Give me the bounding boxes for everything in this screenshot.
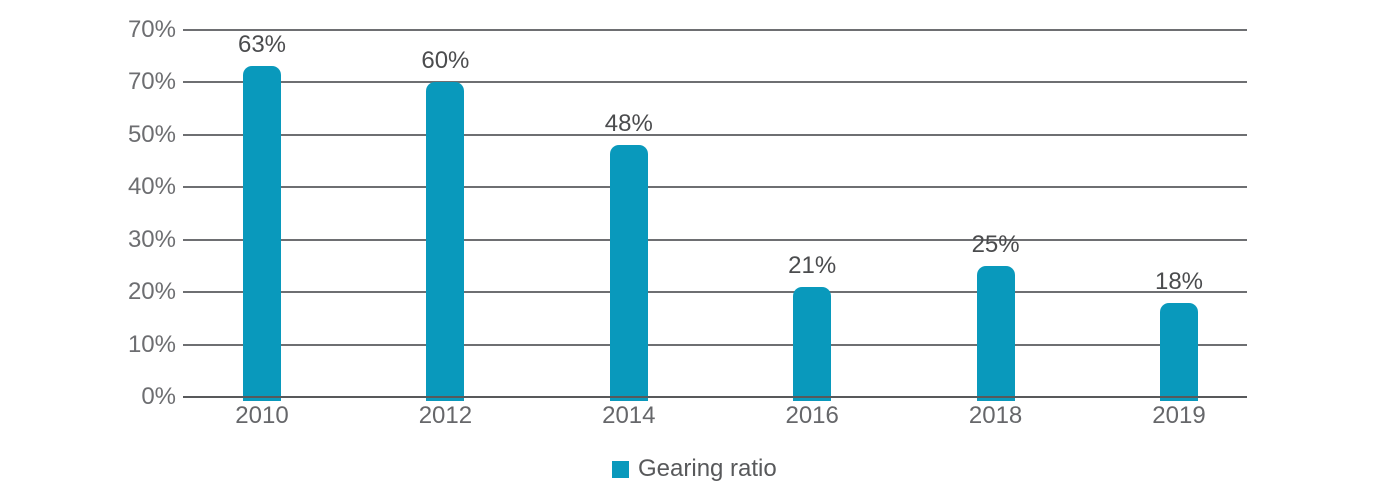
bar-2019 (1160, 302, 1198, 401)
x-axis-label: 2012 (418, 402, 473, 429)
bar-value-label: 48% (604, 110, 653, 137)
bar-2012 (426, 82, 465, 401)
x-axis-label: 2016 (785, 402, 839, 429)
y-gridline (183, 238, 1247, 241)
y-tick-label: 10% (127, 330, 176, 358)
x-axis-label: 2014 (602, 402, 656, 429)
y-gridline (183, 291, 1247, 293)
y-gridline (183, 133, 1247, 136)
y-tick-label: 20% (127, 278, 176, 305)
bar-value-label: 60% (421, 47, 470, 74)
x-axis-line (183, 396, 1247, 398)
y-gridline (183, 186, 1247, 188)
bar-2014 (609, 145, 648, 401)
y-tick-label: 50% (127, 120, 176, 148)
y-tick-label: 70% (127, 15, 176, 43)
y-tick-label: 0% (141, 383, 176, 410)
y-gridline (183, 343, 1247, 346)
bar-value-label: 18% (1154, 267, 1204, 295)
y-gridline (183, 28, 1247, 31)
x-axis-label: 2019 (1152, 402, 1206, 429)
bar-value-label: 63% (237, 31, 287, 59)
legend: Gearing ratio (612, 455, 777, 483)
bar-value-label: 25% (971, 230, 1020, 258)
y-tick-label: 30% (127, 225, 176, 253)
x-axis-label: 2010 (235, 402, 289, 429)
legend-label: Gearing ratio (638, 455, 777, 482)
bar-2018 (976, 265, 1015, 401)
y-tick-label: 70% (127, 68, 176, 95)
x-axis-label: 2018 (968, 402, 1023, 429)
y-gridline (183, 81, 1247, 83)
bar-2010 (243, 66, 281, 401)
bar-value-label: 21% (788, 251, 837, 279)
y-tick-label: 40% (127, 173, 176, 200)
bar-2016 (793, 286, 832, 401)
legend-swatch-icon (612, 460, 629, 478)
